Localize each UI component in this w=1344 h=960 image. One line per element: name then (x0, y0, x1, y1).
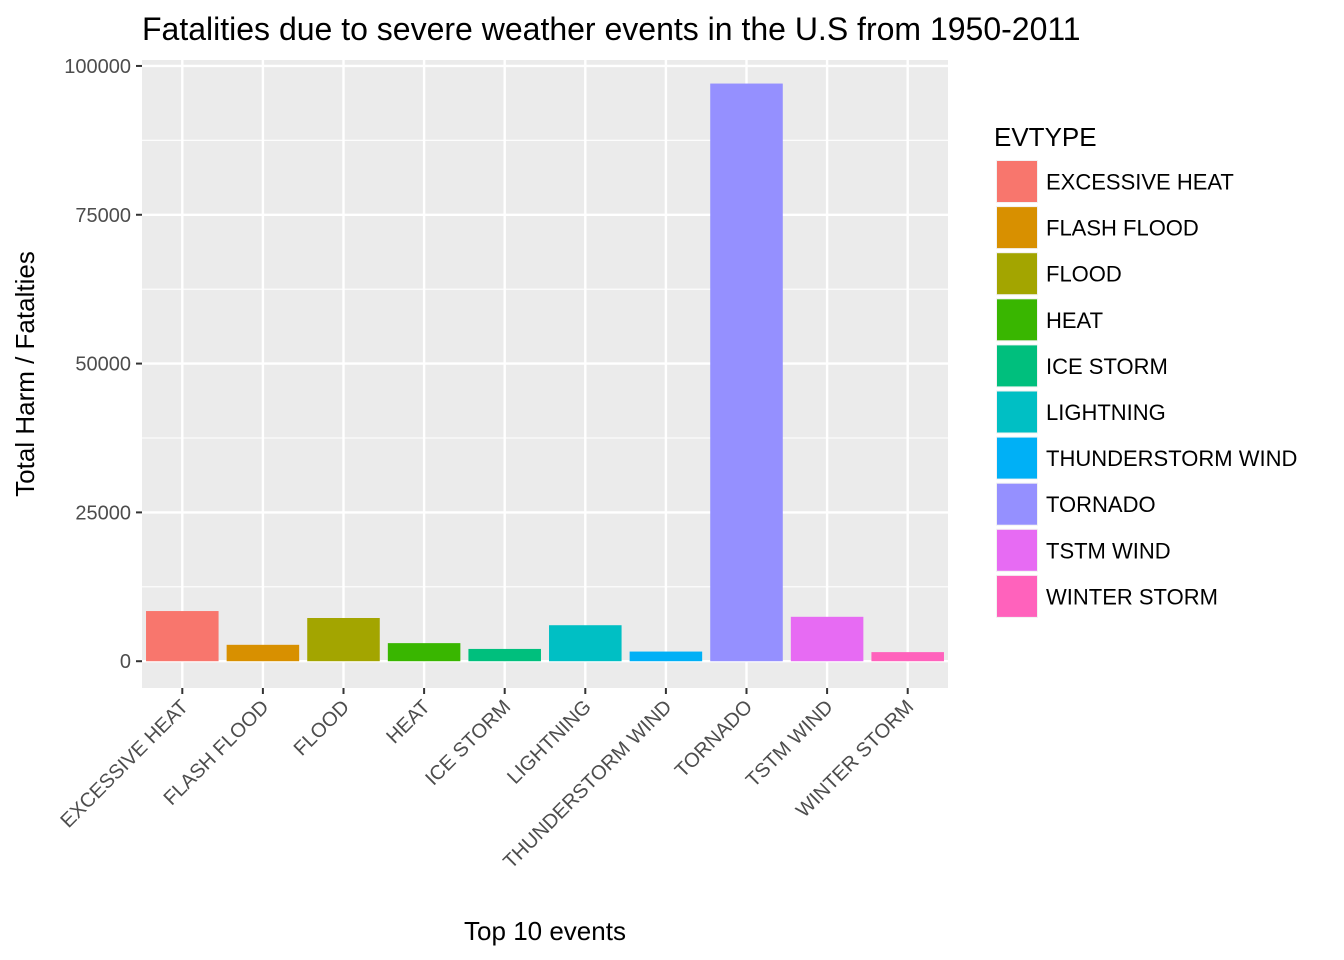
chart-title: Fatalities due to severe weather events … (142, 11, 1081, 47)
legend-label: WINTER STORM (1046, 584, 1218, 609)
legend-label: TORNADO (1046, 492, 1156, 517)
legend-key (997, 253, 1037, 295)
legend-key (997, 575, 1037, 617)
y-tick-label: 50000 (75, 354, 131, 376)
legend-key (997, 345, 1037, 387)
legend-label: LIGHTNING (1046, 400, 1166, 425)
x-tick-label: HEAT (382, 696, 434, 748)
legend-label: EXCESSIVE HEAT (1046, 170, 1234, 195)
bar-ice-storm (468, 648, 541, 662)
bar-tstm-wind (790, 616, 864, 662)
legend-items: EXCESSIVE HEAT FLASH FLOOD FLOOD HEAT ICE ST… (996, 160, 1297, 618)
legend-key (997, 437, 1037, 479)
x-tick-label: ICE STORM (421, 696, 515, 790)
legend-label: FLASH FLOOD (1046, 216, 1199, 241)
x-tick-label: TORNADO (671, 696, 757, 782)
y-axis-title: Total Harm / Fatalties (10, 251, 40, 497)
legend-key (997, 529, 1037, 571)
gridlines (142, 60, 948, 688)
plot-panel (142, 60, 948, 688)
legend: EVTYPE EXCESSIVE HEAT FLASH FLOOD FLOOD HEA… (994, 122, 1297, 618)
legend-key (997, 391, 1037, 433)
y-axis: 0 25000 50000 75000 100000 (64, 56, 142, 673)
y-tick-label: 25000 (75, 502, 131, 524)
x-tick-label: THUNDERSTORM WIND (499, 696, 676, 873)
legend-key (997, 161, 1037, 202)
x-tick-label: EXCESSIVE HEAT (57, 696, 193, 832)
legend-label: ICE STORM (1046, 354, 1168, 379)
bar-lightning (549, 625, 622, 662)
bar-tornado (710, 83, 783, 662)
legend-label: FLOOD (1046, 262, 1122, 287)
legend-key (997, 299, 1037, 341)
x-tick-label: FLOOD (290, 696, 354, 760)
bar-thunderstorm-wind (629, 651, 703, 662)
legend-label: TSTM WIND (1046, 538, 1171, 563)
legend-key (997, 207, 1037, 249)
bar-flood (307, 618, 380, 662)
bar-winter-storm (871, 652, 944, 662)
bar-flash-flood (226, 644, 300, 662)
bars (146, 83, 944, 662)
x-axis-title: Top 10 events (464, 916, 626, 946)
legend-title: EVTYPE (994, 122, 1097, 152)
y-tick-label: 75000 (75, 205, 131, 227)
y-tick-label: 100000 (64, 56, 131, 78)
legend-key (997, 483, 1037, 525)
bar-excessive-heat (146, 611, 219, 662)
legend-label: HEAT (1046, 308, 1103, 333)
bar-heat (387, 643, 461, 662)
y-tick-label: 0 (120, 651, 131, 673)
legend-label: THUNDERSTORM WIND (1046, 446, 1297, 471)
